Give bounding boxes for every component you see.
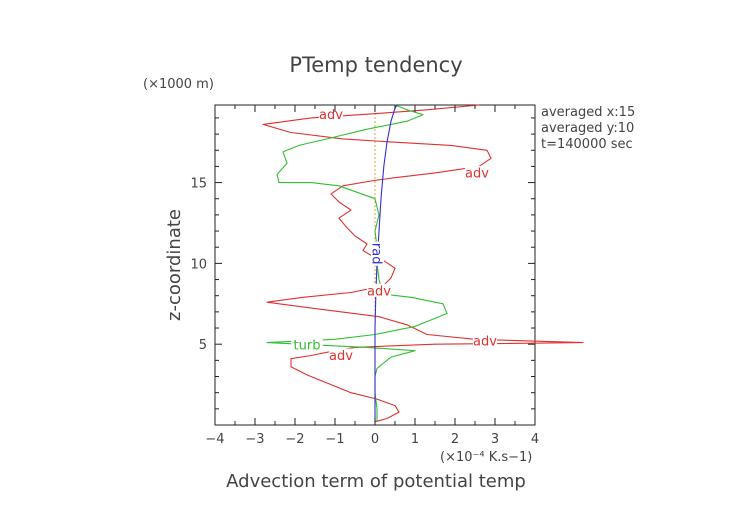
x-tick-label: 2 — [451, 432, 459, 447]
series-label-group-adv-3: adv — [472, 333, 498, 349]
series-label-group-adv-1: adv — [464, 165, 490, 181]
x-tick-label: 0 — [371, 432, 379, 447]
x-tick-label: −3 — [245, 432, 264, 447]
y-tick-label: 10 — [190, 257, 207, 272]
series-label-bg — [472, 333, 498, 347]
y-axis-label: z-coordinate — [164, 209, 185, 321]
series-label-group-adv-0: adv — [318, 107, 344, 123]
y-tick-label: 15 — [190, 177, 207, 192]
x-tick-label: −2 — [285, 432, 304, 447]
series-label-group-turb-5: turb — [291, 338, 323, 354]
chart-title: PTemp tendency — [289, 53, 462, 77]
annotation-time: t=140000 sec — [541, 137, 633, 152]
series-label-bg — [328, 348, 354, 362]
y-unit-label: (×1000 m) — [143, 77, 214, 92]
x-tick-label: −1 — [325, 432, 344, 447]
x-unit-label: (×10⁻⁴ K.s−1) — [440, 450, 532, 465]
series-label-group-adv-2: adv — [366, 283, 392, 299]
series-label-bg — [464, 165, 490, 179]
series-line-rad — [374, 104, 398, 422]
annotation-block: averaged x:15 averaged y:10 t=140000 sec — [541, 105, 635, 152]
series-label-adv: adv — [367, 284, 391, 299]
series-line-turb — [266, 104, 448, 422]
series-label-group-rad-6: rad — [369, 241, 384, 266]
y-tick-label: 5 — [199, 338, 207, 353]
series-label-adv: adv — [329, 349, 353, 364]
annotation-averaged-x: averaged x:15 — [541, 105, 635, 120]
x-tick-label: 4 — [531, 432, 539, 447]
annotation-averaged-y: averaged y:10 — [541, 121, 634, 136]
x-tick-label: −4 — [205, 432, 224, 447]
x-tick-label: 1 — [411, 432, 419, 447]
series-label-bg — [318, 107, 344, 121]
annotation-mask — [640, 100, 752, 160]
series-line-adv — [262, 104, 584, 423]
series-label-adv: adv — [465, 166, 489, 181]
series-label-bg — [371, 241, 384, 266]
x-tick-label: 3 — [491, 432, 499, 447]
series-label-adv: adv — [319, 108, 343, 123]
x-axis-label: Advection term of potential temp — [226, 471, 526, 492]
series-label-turb: turb — [294, 339, 321, 354]
series-label-group-adv-4: adv — [328, 348, 354, 364]
series-label-rad: rad — [369, 243, 384, 265]
series-label-adv: adv — [473, 334, 497, 349]
series-label-bg — [366, 283, 392, 297]
axes: −4 −3 −2 −1 0 1 2 3 4 5 10 15 — [190, 105, 539, 447]
series-label-bg — [291, 338, 323, 351]
